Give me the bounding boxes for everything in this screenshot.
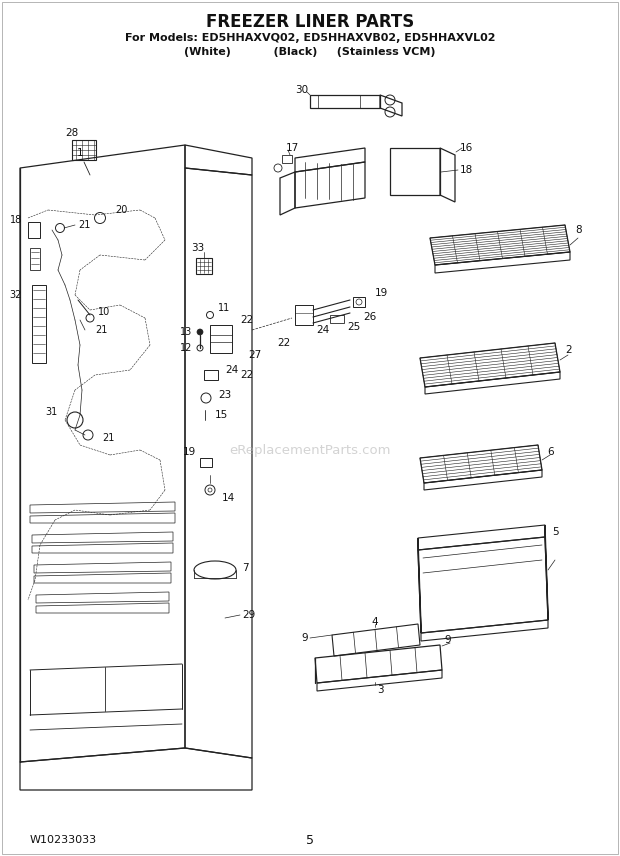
Text: 26: 26 — [363, 312, 376, 322]
Text: 23: 23 — [218, 390, 231, 400]
Text: 18: 18 — [460, 165, 473, 175]
Text: 31: 31 — [46, 407, 58, 417]
Bar — [282, 155, 292, 163]
Text: For Models: ED5HHAXVQ02, ED5HHAXVB02, ED5HHAXVL02: For Models: ED5HHAXVQ02, ED5HHAXVB02, ED… — [125, 33, 495, 43]
Text: 30: 30 — [295, 85, 308, 95]
Text: (White)           (Black)     (Stainless VCM): (White) (Black) (Stainless VCM) — [184, 47, 436, 57]
Text: 19: 19 — [375, 288, 388, 298]
Bar — [200, 458, 212, 467]
Text: 24: 24 — [225, 365, 238, 375]
Text: 9: 9 — [445, 635, 451, 645]
Text: 15: 15 — [215, 410, 228, 420]
Bar — [353, 297, 365, 307]
Bar — [72, 140, 96, 160]
Bar — [204, 370, 218, 380]
Text: 11: 11 — [218, 303, 230, 313]
Text: 18: 18 — [10, 215, 22, 225]
Text: 14: 14 — [222, 493, 235, 503]
Text: 32: 32 — [10, 290, 22, 300]
Bar — [295, 305, 313, 325]
Text: W10233033: W10233033 — [30, 835, 97, 845]
Text: 21: 21 — [78, 220, 91, 230]
Text: 20: 20 — [115, 205, 127, 215]
Text: 16: 16 — [460, 143, 473, 153]
Text: 10: 10 — [98, 307, 110, 317]
Text: 1: 1 — [77, 148, 83, 158]
Text: 21: 21 — [95, 325, 107, 335]
Text: 5: 5 — [306, 834, 314, 847]
Text: 25: 25 — [347, 322, 360, 332]
Text: 3: 3 — [377, 685, 383, 695]
Text: 28: 28 — [65, 128, 79, 138]
Text: 4: 4 — [371, 617, 378, 627]
Text: 12: 12 — [180, 343, 192, 353]
Text: 24: 24 — [316, 325, 330, 335]
Text: 22: 22 — [240, 315, 253, 325]
Text: FREEZER LINER PARTS: FREEZER LINER PARTS — [206, 13, 414, 31]
Text: 22: 22 — [277, 338, 290, 348]
Bar — [330, 315, 344, 323]
Bar — [30, 248, 40, 270]
Bar — [196, 258, 212, 274]
Circle shape — [197, 329, 203, 335]
Text: 17: 17 — [286, 143, 299, 153]
Text: 29: 29 — [242, 610, 255, 620]
Text: 9: 9 — [302, 633, 308, 643]
Text: 2: 2 — [565, 345, 572, 355]
Text: 13: 13 — [180, 327, 192, 337]
Text: 8: 8 — [575, 225, 582, 235]
Text: 33: 33 — [192, 243, 205, 253]
Text: 22: 22 — [240, 370, 253, 380]
Text: 27: 27 — [248, 350, 261, 360]
Bar — [210, 325, 232, 353]
Text: 19: 19 — [183, 447, 196, 457]
Text: 6: 6 — [547, 447, 554, 457]
Bar — [32, 285, 46, 363]
Text: 5: 5 — [552, 527, 559, 537]
Text: 21: 21 — [102, 433, 114, 443]
Text: eReplacementParts.com: eReplacementParts.com — [229, 443, 391, 456]
Bar — [28, 222, 40, 238]
Text: 7: 7 — [242, 563, 249, 573]
